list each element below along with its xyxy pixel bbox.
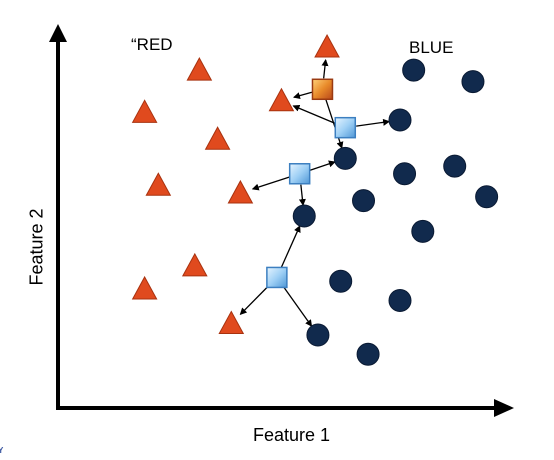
- blue-circle-point: [461, 70, 485, 94]
- neighbor-arrow: [292, 104, 336, 125]
- x-axis-title: Feature 1: [253, 425, 331, 445]
- red-triangle-point: [186, 57, 213, 81]
- neighbor-arrow: [239, 284, 270, 315]
- blue-circle-point: [388, 108, 412, 132]
- red-triangle-point: [181, 252, 208, 277]
- blue-circle-point: [352, 189, 376, 213]
- red-triangle-point: [204, 126, 231, 150]
- red-triangle-point: [268, 87, 295, 112]
- neighbor-arrow: [251, 176, 290, 191]
- neighbor-arrow: [280, 225, 301, 268]
- class-label-blue: BLUE: [409, 38, 454, 57]
- query-square-point: [266, 266, 288, 289]
- blue-circle-point: [329, 269, 353, 293]
- query-square-point: [288, 163, 311, 185]
- neighbor-arrow: [309, 160, 336, 171]
- blue-circle-point: [475, 185, 499, 209]
- neighbor-arrow: [321, 58, 329, 79]
- blue-circle-point: [333, 146, 357, 170]
- neighbor-arrow: [282, 286, 313, 327]
- blue-circle-point: [393, 162, 417, 186]
- red-triangle-point: [218, 310, 245, 335]
- red-triangle-point: [314, 33, 340, 58]
- blue-circle-point: [411, 219, 435, 243]
- data-points: [131, 33, 499, 366]
- highlighted-query-square-point: [311, 78, 334, 101]
- x-axis-arrowhead: [494, 399, 514, 417]
- blue-circle-point: [356, 342, 380, 366]
- red-triangle-point: [145, 172, 172, 196]
- blue-circle-point: [388, 288, 412, 312]
- y-axis-arrowhead: [49, 24, 67, 42]
- red-triangle-point: [131, 99, 158, 123]
- neighbor-arrow: [356, 118, 391, 127]
- blue-circle-point: [292, 204, 316, 228]
- red-triangle-point: [131, 275, 158, 300]
- neighbor-arrow: [325, 99, 344, 149]
- neighbor-arrow: [292, 91, 313, 100]
- query-square-point: [334, 116, 357, 139]
- blue-circle-point: [306, 323, 330, 347]
- red-triangle-point: [227, 179, 254, 204]
- blue-circle-point: [443, 154, 467, 178]
- neighbor-arrow: [298, 184, 306, 207]
- y-axis-title: Feature 2: [26, 208, 47, 286]
- class-label-red: “RED: [131, 35, 173, 54]
- blue-circle-point: [402, 58, 426, 82]
- neighbor-links: [239, 58, 391, 327]
- corner-mark: Y: [0, 446, 4, 455]
